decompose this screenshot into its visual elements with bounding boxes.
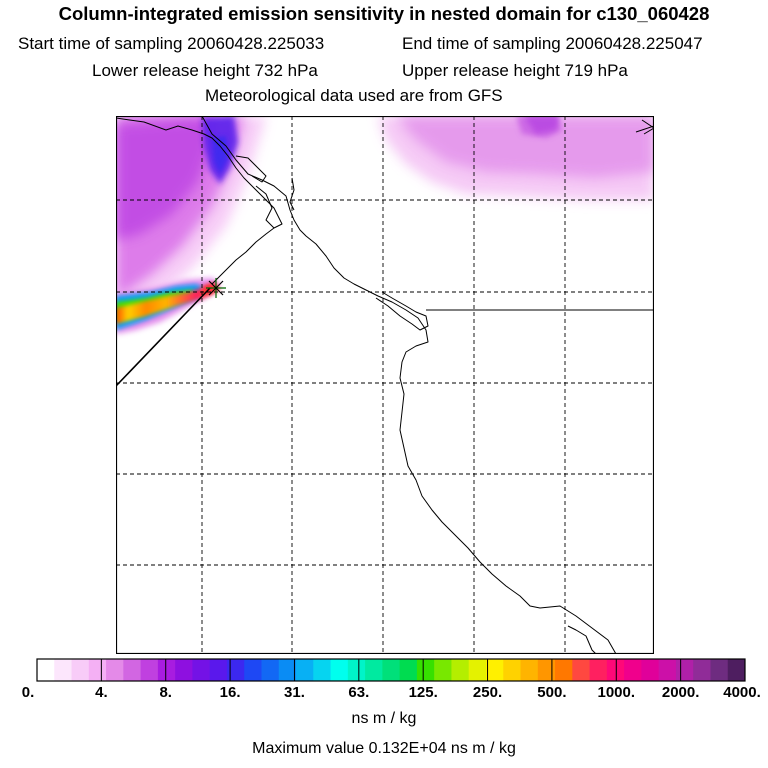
- colorbar-cell: [71, 659, 90, 681]
- colorbar-cell: [658, 659, 677, 681]
- colorbar-tick-label: 125.: [408, 684, 438, 701]
- colorbar-tick-label: 1000.: [597, 684, 636, 701]
- colorbar-cell: [209, 659, 228, 681]
- colorbar-frame: [36, 658, 746, 682]
- sensitivity-plume-core: [116, 284, 216, 324]
- sampling-start: Start time of sampling 20060428.225033: [18, 34, 325, 53]
- colorbar-cell: [675, 659, 694, 681]
- sensitivity-nw-inner: [116, 116, 216, 240]
- colorbar-cell: [503, 659, 522, 681]
- colorbar-cell: [468, 659, 487, 681]
- colorbar-cell: [555, 659, 573, 681]
- colorbar-cell: [520, 659, 539, 681]
- sampling-end: End time of sampling 20060428.225047: [402, 34, 703, 53]
- sensitivity-ne-mid: [396, 116, 654, 178]
- southeast-coast: [567, 625, 597, 654]
- colorbar-cell: [88, 659, 107, 681]
- sensitivity-ne-spot2: [524, 116, 560, 134]
- units-label: ns m / kg: [351, 710, 417, 727]
- colorbar-cell: [537, 659, 556, 681]
- mainland-coast: [201, 116, 617, 654]
- puget-sound-coast: [375, 291, 429, 331]
- release-upper: Upper release height 719 hPa: [402, 61, 628, 80]
- grid-lines: [116, 116, 654, 654]
- colorbar-tick-label: 8.: [159, 684, 172, 701]
- colorbar: [36, 658, 746, 682]
- colorbar-cell: [485, 659, 504, 681]
- colorbar-cell: [140, 659, 159, 681]
- colorbar-cell: [382, 659, 401, 681]
- island-coast-east: [235, 155, 267, 183]
- inlet-1: [255, 185, 275, 229]
- sensitivity-blue-core-inner: [212, 136, 228, 174]
- colorbar-cell: [693, 659, 711, 681]
- colorbar-cell: [226, 659, 245, 681]
- colorbar-cell: [157, 659, 176, 681]
- sensitivity-field: [116, 116, 654, 334]
- colorbar-cell: [175, 659, 193, 681]
- colorbar-tick-label: 31.: [284, 684, 305, 701]
- colorbar-tick-label: 2000.: [661, 684, 700, 701]
- colorbar-cell: [641, 659, 660, 681]
- colorbar-cell: [606, 659, 625, 681]
- ne-shore: [635, 125, 654, 133]
- vancouver-island-coast: [116, 117, 283, 285]
- colorbar-cell: [710, 659, 729, 681]
- ne-inlet: [641, 119, 654, 135]
- map-panel: [116, 116, 654, 654]
- release-lower: Lower release height 732 hPa: [92, 61, 318, 80]
- colorbar-cell: [365, 659, 383, 681]
- colorbar-cell: [399, 659, 418, 681]
- colorbar-cell: [589, 659, 608, 681]
- colorbar-tick-label: 250.: [472, 684, 503, 701]
- colorbar-cell: [123, 659, 142, 681]
- colorbar-cell: [244, 659, 262, 681]
- colorbar-tick-label: 0.: [21, 684, 35, 701]
- met-data: Meteorological data used are from GFS: [205, 86, 503, 105]
- political-boundaries: [116, 287, 654, 387]
- colorbar-cell: [278, 659, 297, 681]
- colorbar-cell: [192, 659, 211, 681]
- plot-title: Column-integrated emission sensitivity i…: [58, 3, 710, 24]
- colorbar-cell: [416, 659, 435, 681]
- max-value-label: Maximum value 0.132E+04 ns m / kg: [252, 740, 516, 757]
- receptor-marker: [206, 278, 226, 298]
- colorbar-cell: [54, 659, 73, 681]
- colorbar-cell: [727, 659, 746, 681]
- colorbar-tick-label: 16.: [219, 684, 241, 701]
- colorbar-cell: [37, 659, 55, 681]
- colorbar-cell: [434, 659, 452, 681]
- coastlines: [116, 116, 654, 654]
- colorbar-cell: [313, 659, 332, 681]
- colorbar-cell: [572, 659, 591, 681]
- colorbar-cell: [347, 659, 366, 681]
- trajectory-line: [116, 287, 211, 387]
- colorbar-cell: [330, 659, 349, 681]
- colorbar-tick-label: 63.: [348, 684, 370, 701]
- inlet-2: [289, 177, 295, 211]
- colorbar-tick-label: 4.: [95, 684, 108, 701]
- colorbar-cell: [261, 659, 280, 681]
- colorbar-tick-label: 4000.: [723, 684, 761, 701]
- colorbar-cell: [451, 659, 470, 681]
- colorbar-tick-label: 500.: [537, 684, 567, 701]
- colorbar-cell: [106, 659, 124, 681]
- map-frame: [116, 116, 654, 654]
- colorbar-cell: [624, 659, 642, 681]
- colorbar-cell: [296, 659, 314, 681]
